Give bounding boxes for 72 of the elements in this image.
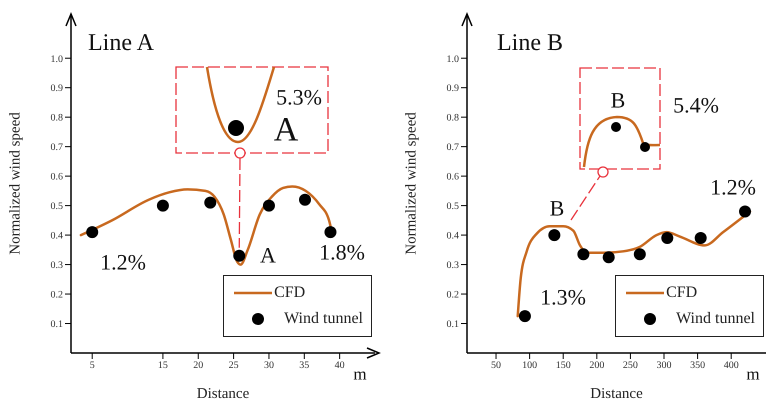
- x-tick-label: 5: [90, 360, 95, 372]
- point: [86, 226, 98, 238]
- y-tick-label: 0.3: [446, 260, 459, 272]
- x-tick-label: 30: [264, 360, 274, 372]
- y-tick-label: 0.2: [446, 290, 459, 301]
- point: [324, 226, 336, 238]
- y-tick-label: 1.0: [50, 54, 63, 65]
- y-axis-title: Normalized wind speed: [403, 112, 420, 255]
- text: m: [746, 364, 760, 384]
- point: [299, 194, 312, 206]
- point: [634, 248, 646, 260]
- x-tick-label: 100: [522, 360, 538, 372]
- annotation: 1.3%: [540, 284, 586, 310]
- y-tick-label: 0.9: [50, 83, 63, 94]
- x-tick-label: 200: [589, 360, 604, 372]
- annotation: 1.8%: [319, 240, 365, 264]
- y-tick-label: 0.4: [50, 230, 63, 242]
- point: [156, 200, 169, 212]
- x-tick-label: 50: [491, 360, 502, 372]
- legend-label: Wind tunnel: [676, 310, 755, 328]
- y-tick-label: 0.5: [446, 201, 459, 212]
- y-tick-label: 1.0: [446, 54, 459, 65]
- y-axis-title: Normalized wind speed: [7, 112, 24, 255]
- text: Line A: [88, 30, 155, 56]
- x-tick-label: 350: [690, 360, 706, 372]
- y-tick-label: 0.8: [50, 112, 63, 124]
- point: [233, 250, 246, 262]
- x-tick-label: 15: [158, 360, 168, 372]
- annotation: 1.2%: [100, 250, 146, 274]
- point: [602, 251, 615, 264]
- y-tick-label: 0.7: [50, 142, 63, 154]
- x-tick-label: 250: [622, 360, 638, 372]
- y-tick-label: 0.1: [446, 319, 459, 330]
- x-tick-label: 25: [228, 360, 239, 372]
- y-tick-label: 0.9: [446, 83, 459, 94]
- annotation: 5.4%: [673, 92, 719, 118]
- y-tick-label: 0.7: [446, 142, 459, 154]
- point: [694, 232, 707, 244]
- legend-label: Wind tunnel: [284, 310, 363, 328]
- y-tick-label: 0.6: [50, 172, 63, 183]
- point: [262, 200, 275, 212]
- point: [204, 196, 216, 209]
- x-tick-label: 20: [193, 360, 204, 372]
- x-tick-label: 400: [724, 360, 739, 372]
- x-tick-label: 35: [299, 360, 310, 372]
- point: [518, 310, 531, 322]
- y-tick-label: 0.1: [50, 319, 63, 330]
- point: [577, 248, 590, 260]
- y-tick-label: 0.4: [446, 230, 459, 242]
- x-tick-label: 300: [656, 360, 672, 372]
- legend-label: CFD: [274, 284, 306, 302]
- annotation: B: [550, 196, 564, 220]
- text: Line B: [497, 30, 563, 56]
- annotation: 1.2%: [710, 174, 756, 200]
- point: [739, 206, 752, 218]
- annotation: B: [610, 88, 626, 112]
- y-tick-label: 0.8: [446, 112, 459, 124]
- x-tick-label: 40: [334, 360, 345, 372]
- point: [548, 229, 560, 242]
- annotation: A: [260, 242, 276, 268]
- text: m: [353, 364, 367, 384]
- y-tick-label: 0.6: [446, 172, 459, 183]
- annotation: A: [274, 112, 299, 148]
- x-axis-title: Distance: [196, 386, 250, 402]
- y-tick-label: 0.5: [50, 201, 63, 212]
- annotation: 5.3%: [276, 84, 322, 110]
- y-tick-label: 0.2: [50, 290, 63, 301]
- x-tick-label: 150: [556, 360, 571, 372]
- point: [661, 232, 674, 244]
- y-tick-label: 0.3: [50, 260, 63, 272]
- legend-label: CFD: [666, 284, 698, 302]
- x-axis-title: Distance: [590, 386, 644, 402]
